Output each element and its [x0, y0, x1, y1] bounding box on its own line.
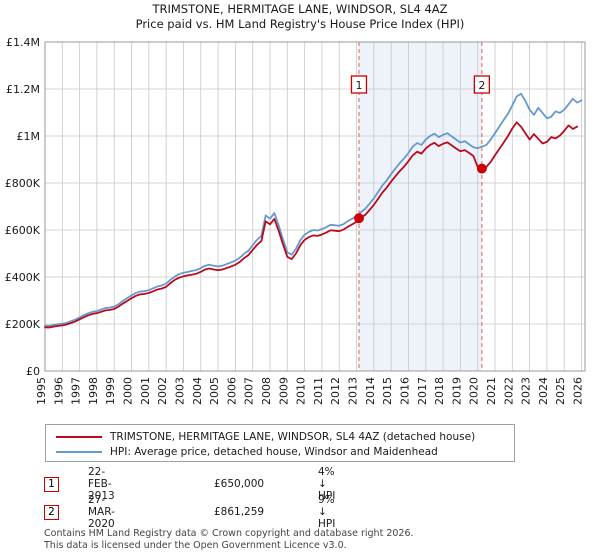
- legend-item-hpi: HPI: Average price, detached house, Wind…: [52, 444, 508, 459]
- svg-text:2001: 2001: [139, 377, 152, 405]
- marker-badge: [473, 75, 490, 94]
- footer-line-2: This data is licensed under the Open Gov…: [44, 539, 347, 551]
- svg-text:£800K: £800K: [5, 177, 41, 190]
- svg-text:£0: £0: [26, 365, 40, 378]
- svg-text:2013: 2013: [347, 377, 360, 405]
- svg-text:2021: 2021: [485, 377, 498, 405]
- transaction-marker-1[interactable]: 1: [44, 476, 59, 492]
- transaction-price-2: £861,259: [214, 506, 265, 518]
- series-line: [44, 92, 583, 327]
- svg-text:2007: 2007: [243, 377, 256, 405]
- svg-text:1998: 1998: [87, 377, 100, 405]
- svg-text:2014: 2014: [364, 377, 377, 405]
- svg-text:1: 1: [355, 79, 362, 92]
- svg-text:2002: 2002: [156, 377, 169, 405]
- page-title: TRIMSTONE, HERMITAGE LANE, WINDSOR, SL4 …: [0, 2, 600, 32]
- transaction-row-1: 1 22-FEB-2013 £650,000 4% ↓ HPI: [44, 466, 335, 502]
- svg-text:2004: 2004: [191, 377, 204, 405]
- svg-text:2020: 2020: [468, 377, 481, 405]
- chart-svg: £0 £200K £400K £600K £800K £1M £1.2M £1.4M 1995 1…: [5, 36, 586, 405]
- marker-dot: [476, 163, 487, 174]
- svg-text:2022: 2022: [502, 377, 515, 405]
- svg-text:2015: 2015: [381, 377, 394, 405]
- svg-text:2008: 2008: [260, 377, 273, 405]
- series-line: [44, 121, 579, 329]
- svg-text:£400K: £400K: [5, 271, 41, 284]
- footer-line-1: Contains HM Land Registry data © Crown c…: [44, 528, 414, 539]
- marker-dot: [353, 213, 364, 224]
- highlight-band: [358, 42, 482, 371]
- legend-swatch-hpi: [56, 450, 102, 453]
- transaction-price-1: £650,000: [214, 478, 265, 490]
- svg-text:2011: 2011: [312, 377, 325, 405]
- svg-text:£200K: £200K: [5, 318, 41, 331]
- transaction-hpi-delta-1: 4% ↓ HPI: [318, 466, 336, 502]
- svg-text:2018: 2018: [433, 377, 446, 405]
- svg-text:1997: 1997: [70, 377, 83, 405]
- svg-text:1999: 1999: [104, 377, 117, 405]
- svg-text:2024: 2024: [537, 377, 550, 405]
- transaction-marker-2[interactable]: 2: [44, 504, 59, 520]
- chart-legend: TRIMSTONE, HERMITAGE LANE, WINDSOR, SL4 …: [45, 424, 515, 462]
- svg-text:2019: 2019: [450, 377, 463, 405]
- svg-text:2006: 2006: [225, 377, 238, 405]
- svg-text:1995: 1995: [35, 377, 48, 405]
- title-line-1: TRIMSTONE, HERMITAGE LANE, WINDSOR, SL4 …: [152, 2, 448, 16]
- transaction-date-1: 22-FEB-2013: [88, 466, 115, 502]
- transaction-hpi-delta-2: 9% ↓ HPI: [318, 494, 336, 530]
- transaction-date-2: 27-MAR-2020: [88, 494, 115, 530]
- price-history-chart: £0 £200K £400K £600K £800K £1M £1.2M £1.4M 1995 1…: [5, 36, 586, 405]
- svg-text:£1M: £1M: [17, 130, 41, 143]
- transaction-row-2: 2 27-MAR-2020 £861,259 9% ↓ HPI: [44, 494, 335, 530]
- legend-swatch-property: [56, 435, 102, 438]
- svg-text:2012: 2012: [329, 377, 342, 405]
- title-line-2: Price paid vs. HM Land Registry's House …: [135, 17, 465, 31]
- svg-text:£1.4M: £1.4M: [6, 36, 40, 49]
- svg-text:1996: 1996: [52, 377, 65, 405]
- legend-item-property: TRIMSTONE, HERMITAGE LANE, WINDSOR, SL4 …: [52, 429, 508, 444]
- marker-badge: [350, 75, 368, 94]
- svg-text:2: 2: [478, 79, 485, 92]
- footer-attribution: Contains HM Land Registry data © Crown c…: [44, 528, 584, 551]
- svg-text:2003: 2003: [173, 377, 186, 405]
- svg-text:2025: 2025: [554, 377, 567, 405]
- svg-text:£600K: £600K: [5, 224, 41, 237]
- svg-text:2017: 2017: [416, 377, 429, 405]
- svg-text:2010: 2010: [295, 377, 308, 405]
- svg-text:2009: 2009: [277, 377, 290, 405]
- svg-text:2016: 2016: [398, 377, 411, 405]
- svg-text:2000: 2000: [122, 377, 135, 405]
- svg-text:2005: 2005: [208, 377, 221, 405]
- svg-text:£1.2M: £1.2M: [6, 83, 40, 96]
- svg-text:2026: 2026: [572, 377, 585, 405]
- svg-text:2023: 2023: [520, 377, 533, 405]
- legend-label-property: TRIMSTONE, HERMITAGE LANE, WINDSOR, SL4 …: [110, 430, 476, 443]
- legend-label-hpi: HPI: Average price, detached house, Wind…: [110, 445, 438, 458]
